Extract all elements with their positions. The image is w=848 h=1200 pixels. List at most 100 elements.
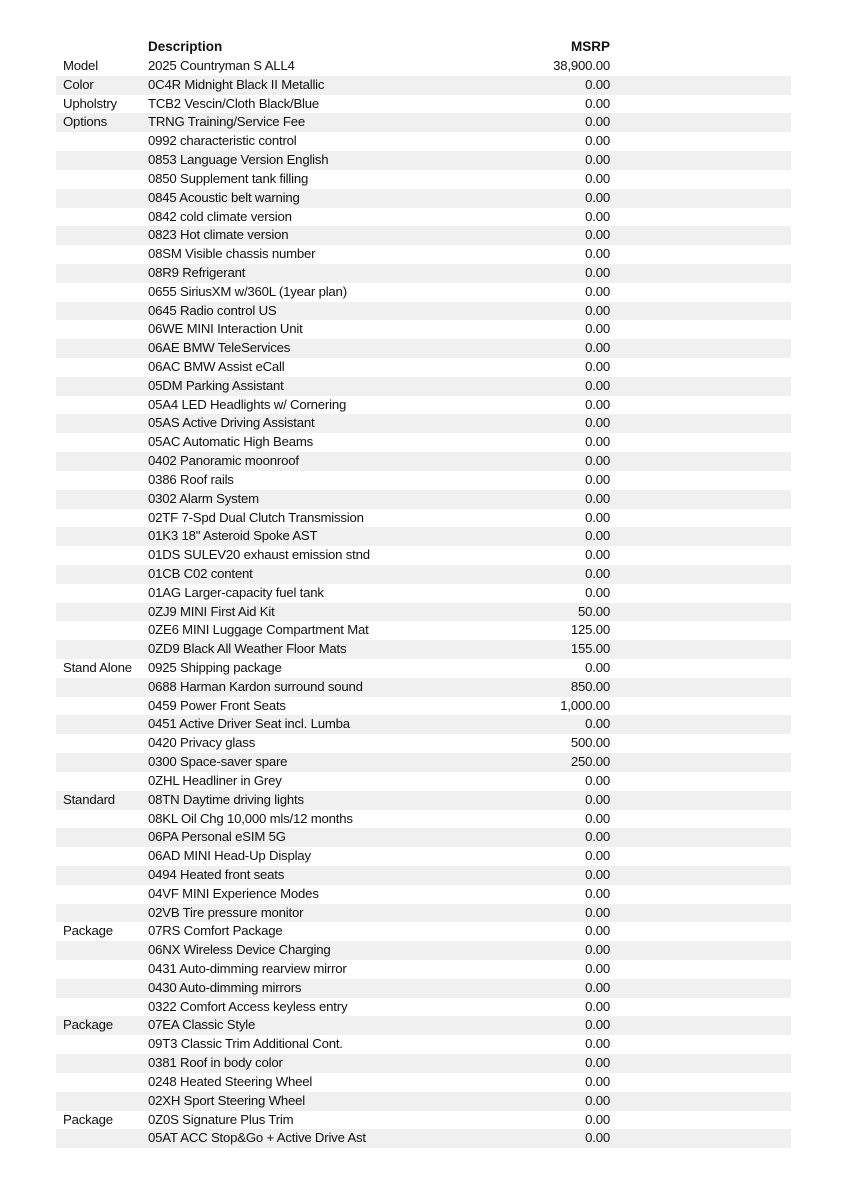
table-row: Upholstry TCB2 Vescin/Cloth Black/Blue 0.0… xyxy=(56,95,791,114)
msrp-cell: 0.00 xyxy=(585,1017,610,1033)
msrp-cell: 0.00 xyxy=(585,866,610,882)
description-cell: 02TF 7-Spd Dual Clutch Transmission xyxy=(148,509,364,525)
table-row: 0ZD9 Black All Weather Floor Mats 155.00 xyxy=(56,640,791,659)
msrp-cell: 0.00 xyxy=(585,547,610,563)
msrp-cell: 850.00 xyxy=(570,678,610,694)
table-row: 0451 Active Driver Seat incl. Lumba 0.00 xyxy=(56,715,791,735)
description-cell: 02VB Tire pressure monitor xyxy=(148,904,304,920)
description-cell: 01CB C02 content xyxy=(148,565,253,581)
msrp-cell: 0.00 xyxy=(585,979,610,995)
msrp-cell: 500.00 xyxy=(570,735,610,751)
description-cell: 0451 Active Driver Seat incl. Lumba xyxy=(148,716,350,732)
price-table: Model 2025 Countryman S ALL4 38,900.00 Colo… xyxy=(56,57,791,1149)
description-cell: 01K3 18" Asteroid Spoke AST xyxy=(148,528,318,544)
table-row: 0845 Acoustic belt warning 0.00 xyxy=(56,188,791,208)
table-row: 06AD MINI Head-Up Display 0.00 xyxy=(56,847,791,866)
table-row: 0655 SiriusXM w/360L (1year plan) 0.00 xyxy=(56,283,791,302)
msrp-cell: 0.00 xyxy=(585,848,610,864)
description-cell: 06WE MINI Interaction Unit xyxy=(148,321,303,337)
msrp-cell: 0.00 xyxy=(585,170,610,186)
msrp-cell: 0.00 xyxy=(585,321,610,337)
msrp-column-header: MSRP xyxy=(570,39,610,54)
description-cell: 0C4R Midnight Black II Metallic xyxy=(148,76,325,92)
description-cell: 06PA Personal eSIM 5G xyxy=(148,829,286,845)
table-row: 04VF MINI Experience Modes 0.00 xyxy=(56,885,791,904)
msrp-cell: 0.00 xyxy=(585,716,610,732)
description-cell: 0302 Alarm System xyxy=(148,490,259,506)
table-row: 0322 Comfort Access keyless entry 0.00 xyxy=(56,998,791,1017)
table-row: 0494 Heated front seats 0.00 xyxy=(56,865,791,885)
table-row: 05A4 LED Headlights w/ Cornering 0.00 xyxy=(56,396,791,415)
table-row: 08SM Visible chassis number 0.00 xyxy=(56,245,791,264)
table-row: 0431 Auto-dimming rearview mirror 0.00 xyxy=(56,960,791,979)
description-cell: 05AS Active Driving Assistant xyxy=(148,415,315,431)
msrp-cell: 0.00 xyxy=(585,114,610,130)
description-cell: 07EA Classic Style xyxy=(148,1017,256,1033)
msrp-cell: 0.00 xyxy=(585,490,610,506)
msrp-cell: 0.00 xyxy=(585,340,610,356)
table-row: Stand Alone 0925 Shipping package 0.00 xyxy=(56,659,791,678)
table-row: 0ZHL Headliner in Grey 0.00 xyxy=(56,772,791,791)
description-cell: 0386 Roof rails xyxy=(148,471,234,487)
description-cell: 0655 SiriusXM w/360L (1year plan) xyxy=(148,283,347,299)
description-cell: 01DS SULEV20 exhaust emission stnd xyxy=(148,547,370,563)
table-row: 01CB C02 content 0.00 xyxy=(56,564,791,584)
table-row: 0823 Hot climate version 0.00 xyxy=(56,226,791,246)
table-row: 02TF 7-Spd Dual Clutch Transmission 0.00 xyxy=(56,509,791,528)
description-cell: TCB2 Vescin/Cloth Black/Blue xyxy=(148,95,320,111)
description-cell: 06AE BMW TeleServices xyxy=(148,340,291,356)
msrp-cell: 0.00 xyxy=(585,998,610,1014)
category-cell: Options xyxy=(63,114,108,130)
description-cell: TRNG Training/Service Fee xyxy=(148,114,305,130)
table-row: 01AG Larger-capacity fuel tank 0.00 xyxy=(56,584,791,603)
description-cell: 02XH Sport Steering Wheel xyxy=(148,1092,305,1108)
description-cell: 07RS Comfort Package xyxy=(148,923,283,939)
description-cell: 05AT ACC Stop&Go + Active Drive Ast xyxy=(148,1130,366,1146)
description-cell: 0248 Heated Steering Wheel xyxy=(148,1073,313,1089)
table-row: 0420 Privacy glass 500.00 xyxy=(56,734,791,753)
table-row: 0ZE6 MINI Luggage Compartment Mat 125.00 xyxy=(56,621,791,640)
category-cell: Package xyxy=(63,1017,113,1033)
table-row: 08KL Oil Chg 10,000 mls/12 months 0.00 xyxy=(56,810,791,829)
msrp-cell: 0.00 xyxy=(585,923,610,939)
msrp-cell: 0.00 xyxy=(585,302,610,318)
description-cell: 0992 characteristic control xyxy=(148,133,297,149)
description-cell: 0ZJ9 MINI First Aid Kit xyxy=(148,603,275,619)
table-row: 05DM Parking Assistant 0.00 xyxy=(56,376,791,396)
table-row: 0430 Auto-dimming mirrors 0.00 xyxy=(56,978,791,998)
table-row: 06PA Personal eSIM 5G 0.00 xyxy=(56,828,791,848)
description-cell: 06NX Wireless Device Charging xyxy=(148,942,331,958)
msrp-cell: 0.00 xyxy=(585,359,610,374)
description-cell: 0420 Privacy glass xyxy=(148,735,256,751)
msrp-cell: 0.00 xyxy=(585,76,610,92)
table-row: 0992 characteristic control 0.00 xyxy=(56,132,791,151)
table-row: 06NX Wireless Device Charging 0.00 xyxy=(56,941,791,960)
msrp-cell: 0.00 xyxy=(585,660,610,675)
msrp-cell: 0.00 xyxy=(585,152,610,168)
msrp-cell: 0.00 xyxy=(585,95,610,111)
msrp-cell: 0.00 xyxy=(585,434,610,450)
description-cell: 0494 Heated front seats xyxy=(148,866,285,882)
msrp-cell: 0.00 xyxy=(585,133,610,149)
table-row: Package 07EA Classic Style 0.00 xyxy=(56,1016,791,1036)
description-cell: 0853 Language Version English xyxy=(148,152,329,168)
table-row: 0381 Roof in body color 0.00 xyxy=(56,1054,791,1073)
msrp-cell: 1,000.00 xyxy=(560,697,610,713)
table-row: 06AE BMW TeleServices 0.00 xyxy=(56,339,791,358)
table-row: 06WE MINI Interaction Unit 0.00 xyxy=(56,320,791,339)
table-row: Package 07RS Comfort Package 0.00 xyxy=(56,922,791,941)
description-cell: 0381 Roof in body color xyxy=(148,1055,283,1071)
table-row: 0300 Space-saver spare 250.00 xyxy=(56,753,791,772)
category-cell: Color xyxy=(63,76,94,92)
table-row: Package 0Z0S Signature Plus Trim 0.00 xyxy=(56,1111,791,1130)
description-cell: 0300 Space-saver spare xyxy=(148,754,288,770)
description-cell: 0ZE6 MINI Luggage Compartment Mat xyxy=(148,622,369,638)
msrp-cell: 0.00 xyxy=(585,810,610,826)
msrp-cell: 0.00 xyxy=(585,772,610,788)
category-cell: Stand Alone xyxy=(63,660,132,675)
msrp-cell: 0.00 xyxy=(585,453,610,469)
table-row: 05AC Automatic High Beams 0.00 xyxy=(56,433,791,452)
description-cell: 0850 Supplement tank filling xyxy=(148,170,309,186)
table-row: 08R9 Refrigerant 0.00 xyxy=(56,263,791,283)
description-cell: 0459 Power Front Seats xyxy=(148,697,286,713)
